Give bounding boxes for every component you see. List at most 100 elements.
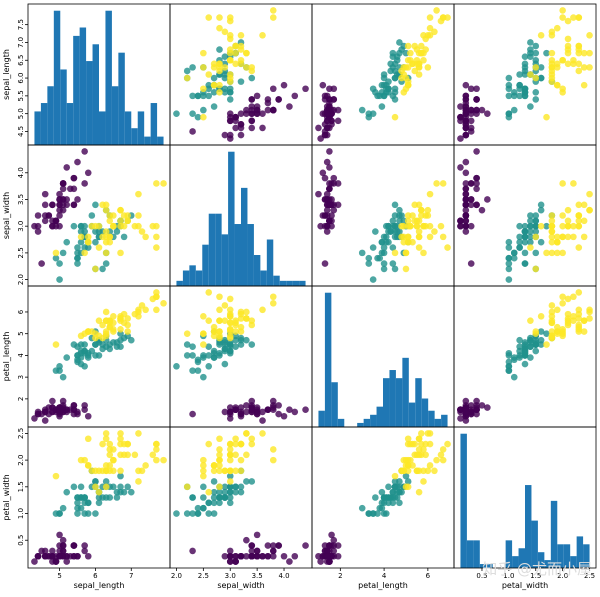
- point: [237, 32, 245, 39]
- point: [564, 233, 572, 241]
- point: [404, 233, 412, 241]
- point: [248, 321, 256, 329]
- point: [457, 103, 464, 110]
- point: [532, 42, 540, 50]
- point: [424, 467, 432, 475]
- point: [120, 212, 128, 219]
- point: [516, 233, 523, 241]
- point: [420, 32, 427, 39]
- point: [149, 451, 157, 459]
- point: [56, 547, 63, 555]
- point: [437, 451, 445, 459]
- point: [369, 85, 377, 93]
- point: [505, 254, 513, 262]
- point: [543, 341, 550, 348]
- point: [473, 180, 480, 187]
- point: [389, 244, 397, 251]
- point: [205, 317, 213, 324]
- point: [77, 483, 85, 491]
- point: [59, 185, 67, 193]
- point: [575, 289, 583, 296]
- point: [323, 547, 331, 555]
- point: [537, 201, 545, 209]
- point: [484, 404, 491, 411]
- point: [505, 238, 513, 246]
- point: [59, 201, 67, 209]
- point: [478, 106, 486, 114]
- point: [153, 440, 160, 448]
- x-tick-label: 3.5: [252, 572, 263, 580]
- point: [74, 504, 81, 512]
- point: [49, 408, 56, 416]
- point: [92, 265, 99, 273]
- point: [422, 46, 429, 53]
- point: [77, 456, 85, 464]
- point: [210, 467, 218, 475]
- point: [216, 499, 223, 507]
- point: [253, 531, 261, 539]
- point: [253, 410, 261, 418]
- point: [553, 81, 561, 89]
- point: [92, 238, 99, 246]
- point: [426, 14, 434, 21]
- point: [34, 410, 42, 418]
- y-axis-label: petal_width: [2, 474, 11, 520]
- point: [280, 412, 288, 420]
- point: [200, 113, 207, 121]
- point: [505, 74, 513, 82]
- point: [532, 89, 540, 96]
- hist-bar: [512, 556, 519, 568]
- hist-bar: [260, 270, 267, 286]
- point: [433, 7, 440, 14]
- point: [216, 467, 223, 475]
- hist-bar: [434, 418, 442, 427]
- point: [38, 260, 45, 267]
- point: [302, 542, 309, 549]
- point: [248, 117, 256, 125]
- hist-bar: [189, 265, 196, 286]
- point: [106, 217, 114, 225]
- point: [56, 222, 63, 230]
- y-tick-label: 2.5: [17, 247, 25, 258]
- point: [200, 341, 207, 348]
- point: [385, 499, 392, 507]
- point: [237, 124, 245, 132]
- point: [380, 265, 388, 273]
- point: [59, 373, 67, 381]
- point: [548, 222, 556, 230]
- point: [532, 49, 540, 57]
- point: [548, 319, 556, 327]
- point: [200, 64, 207, 71]
- y-tick-label: 4.5: [17, 126, 25, 137]
- point: [248, 74, 256, 82]
- point: [467, 110, 475, 117]
- point: [216, 435, 223, 443]
- hist-bar: [253, 255, 261, 286]
- point: [243, 536, 250, 544]
- point: [110, 326, 117, 333]
- point: [559, 180, 566, 187]
- point: [431, 228, 438, 235]
- point: [216, 483, 223, 491]
- point: [56, 196, 63, 203]
- point: [226, 306, 234, 314]
- point: [205, 499, 213, 507]
- point: [99, 321, 106, 329]
- point: [407, 49, 414, 57]
- point: [575, 212, 583, 219]
- point: [117, 336, 124, 344]
- point: [70, 222, 78, 230]
- point: [537, 206, 545, 214]
- point: [413, 467, 421, 475]
- point: [269, 14, 277, 21]
- hist-bar: [357, 422, 364, 427]
- hist-bar: [118, 52, 125, 145]
- hist-bar: [324, 292, 332, 427]
- point: [41, 212, 49, 219]
- point: [564, 17, 572, 25]
- point: [243, 552, 250, 560]
- point: [56, 212, 63, 219]
- point: [553, 249, 561, 257]
- point: [527, 46, 534, 53]
- hist-bar: [176, 280, 183, 286]
